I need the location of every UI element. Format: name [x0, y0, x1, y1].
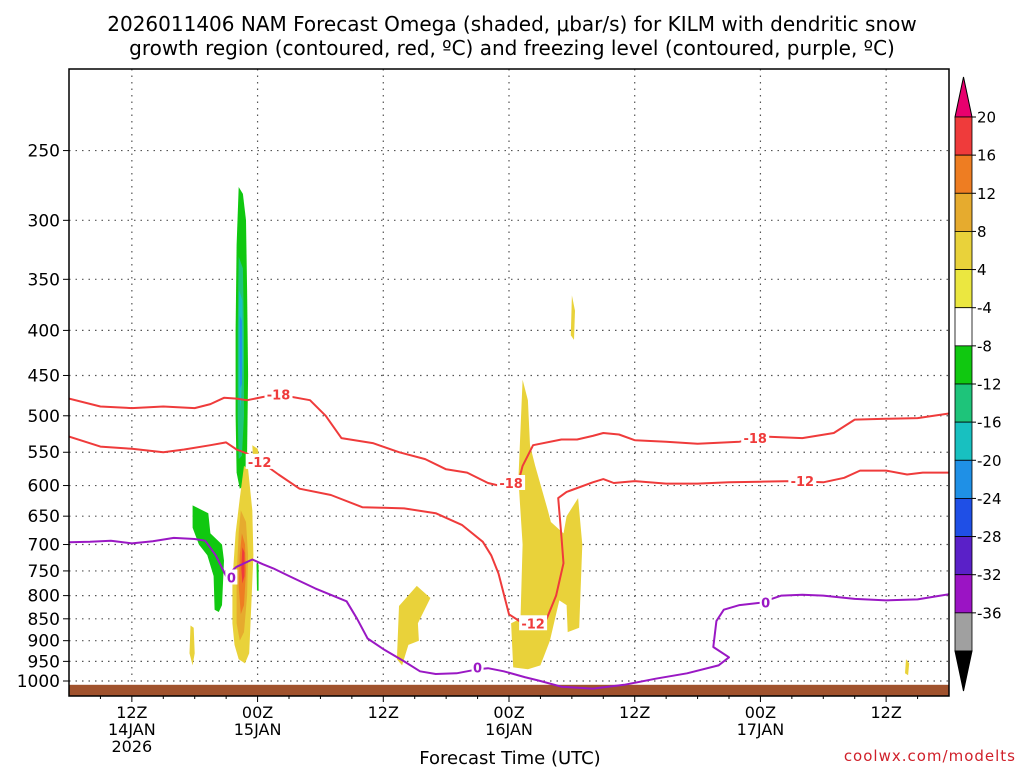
y-tick-label: 600 — [28, 477, 60, 497]
x-tick-label: 00Z — [745, 703, 776, 722]
x-tick-label: 14JAN — [108, 720, 156, 739]
x-tick-label: 15JAN — [234, 720, 282, 739]
omega-region — [570, 295, 575, 340]
colorbar-label: -20 — [977, 452, 1002, 470]
omega-region — [239, 315, 242, 388]
x-tick-label: 12Z — [619, 703, 650, 722]
colorbar-segment — [954, 116, 973, 156]
colorbar-segment — [954, 269, 973, 309]
contour-label-bg — [497, 474, 526, 490]
ground-layer — [69, 684, 949, 696]
contour-label-bg — [741, 430, 770, 446]
contour-label: -12 — [521, 617, 545, 632]
contour-label-bg — [519, 615, 548, 631]
contour-label: -18 — [743, 432, 767, 447]
contour-label-bg — [759, 594, 772, 610]
contour-label-bg — [788, 473, 817, 489]
x-tick-label: 12Z — [116, 703, 147, 722]
contour-label: 0 — [227, 571, 236, 586]
contour-label-bg — [471, 659, 484, 675]
y-tick-label: 900 — [28, 632, 60, 652]
y-tick-label: 850 — [28, 610, 60, 630]
contour-label: -18 — [499, 477, 523, 492]
y-tick-label: 400 — [28, 321, 60, 341]
contour-label: -18 — [267, 389, 291, 404]
y-tick-label: 750 — [28, 562, 60, 582]
contour-label: -12 — [248, 456, 272, 471]
colorbar-segment — [954, 231, 973, 270]
colorbar-label: 12 — [977, 185, 996, 203]
colorbar-segment — [954, 307, 973, 347]
omega-region — [396, 585, 431, 666]
colorbar-label: -24 — [977, 490, 1002, 508]
y-tick-label: 500 — [28, 407, 60, 427]
colorbar-label: -4 — [977, 299, 992, 317]
x-tick-label: 00Z — [242, 703, 273, 722]
y-tick-label: 350 — [28, 270, 60, 290]
ground-fill — [69, 684, 949, 696]
x-tick-label: 2026 — [111, 737, 152, 756]
y-tick-label: 800 — [28, 587, 60, 607]
colorbar-segment — [954, 421, 973, 461]
y-tick-label: 700 — [28, 536, 60, 556]
credit-text[interactable]: coolwx.com/modelts — [844, 747, 1016, 765]
colorbar-segment — [954, 498, 973, 537]
colorbar-top-arrow — [954, 76, 973, 118]
colorbar-label: -16 — [977, 414, 1002, 432]
colorbar-segment — [954, 345, 973, 385]
omega-region — [192, 505, 224, 612]
contour-label: 0 — [473, 661, 482, 676]
colorbar-label: -36 — [977, 604, 1002, 622]
x-tick-label: 12Z — [870, 703, 901, 722]
colorbar-segment — [954, 383, 973, 423]
colorbar-segment — [954, 459, 973, 499]
contour-label-bg — [225, 569, 238, 585]
colorbar-label: 4 — [977, 261, 987, 279]
y-tick-label: 650 — [28, 507, 60, 527]
chart-title-line-1: 2026011406 NAM Forecast Omega (shaded, μ… — [107, 12, 916, 36]
colorbar-segment — [954, 612, 973, 652]
contour-label-layer: -18 -18 -18 -12 -12 -12 0 0 0 — [225, 386, 817, 676]
x-tick-label: 17JAN — [737, 720, 785, 739]
chart-title-line-2: growth region (contoured, red, ºC) and f… — [129, 36, 895, 60]
colorbar-label: -32 — [977, 566, 1002, 584]
omega-region — [256, 563, 259, 591]
x-axis-label: Forecast Time (UTC) — [419, 748, 600, 768]
colorbar-label: 16 — [977, 147, 996, 165]
colorbar-label: 20 — [977, 109, 996, 127]
y-tick-label: 250 — [28, 142, 60, 162]
omega-shading-layer — [189, 187, 910, 676]
x-tick-label: 12Z — [368, 703, 399, 722]
colorbar-label: -28 — [977, 528, 1002, 546]
x-tick-label: 00Z — [493, 703, 524, 722]
contour-label-bg — [245, 453, 274, 469]
contour-label-bg — [264, 386, 293, 402]
contour-label: -12 — [791, 475, 815, 490]
y-tick-label: 450 — [28, 366, 60, 386]
colorbar-label: -12 — [977, 376, 1002, 394]
colorbar-segment — [954, 154, 973, 194]
contour-line-freezing-level-0 — [69, 536, 949, 690]
omega-region — [241, 547, 245, 584]
colorbar-segment — [954, 536, 973, 576]
omega-region — [905, 659, 910, 676]
colorbar-label: -8 — [977, 337, 992, 355]
colorbar-segment — [954, 574, 973, 614]
colorbar-bottom-arrow — [954, 650, 973, 692]
y-tick-label: 1000 — [17, 672, 60, 692]
grid-layer — [69, 69, 949, 696]
y-axis: 2503003504004505005506006507007508008509… — [17, 142, 69, 692]
colorbar: 20 16 12 8 4 -4 -8 -12 -16 -20 -24 -28 -32 -36 — [954, 76, 1002, 692]
y-tick-label: 300 — [28, 211, 60, 231]
y-tick-label: 550 — [28, 443, 60, 463]
colorbar-label: 8 — [977, 223, 987, 241]
contour-label: 0 — [761, 597, 770, 612]
omega-region — [189, 625, 195, 666]
colorbar-segment — [954, 192, 973, 232]
y-tick-label: 950 — [28, 652, 60, 672]
x-tick-label: 16JAN — [485, 720, 533, 739]
